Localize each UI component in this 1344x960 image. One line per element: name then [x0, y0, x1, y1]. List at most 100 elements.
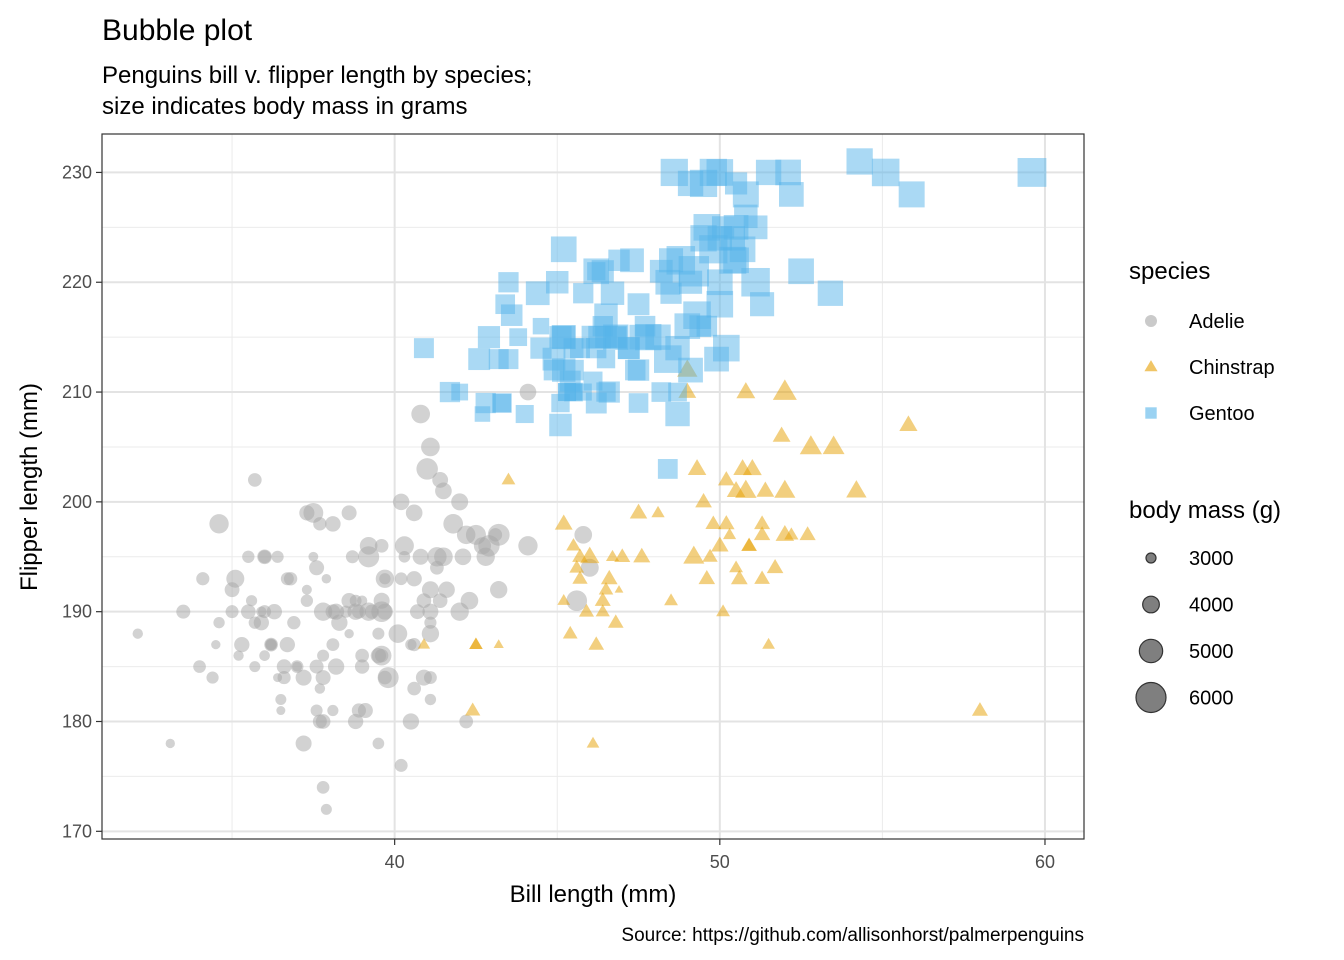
adelie-point [206, 671, 219, 684]
chinstrap-point [705, 515, 722, 530]
adelie-point [248, 616, 261, 629]
chinstrap-point [717, 471, 735, 486]
species-legend: species Adelie Chinstrap Gentoo [1129, 258, 1275, 425]
adelie-point [265, 639, 277, 651]
chinstrap-point [578, 603, 595, 617]
gentoo-point [474, 406, 491, 422]
chinstrap-point [822, 435, 845, 455]
series-gentoo [413, 148, 1047, 479]
adelie-point [574, 525, 593, 544]
size-legend-label: 5000 [1189, 641, 1234, 663]
adelie-point [459, 714, 474, 729]
adelie-point [266, 604, 283, 620]
species-legend-title: species [1129, 258, 1210, 285]
gentoo-point [586, 338, 607, 359]
adelie-point [354, 659, 370, 674]
chinstrap-point [588, 636, 605, 650]
gentoo-point [817, 280, 844, 306]
adelie-point [176, 604, 191, 619]
gentoo-point [689, 315, 712, 338]
gentoo-point [724, 172, 748, 195]
adelie-point [327, 704, 339, 717]
adelie-point [580, 558, 599, 577]
chinstrap-point [772, 379, 797, 400]
gentoo-point [549, 413, 572, 437]
size-legend-key [1142, 595, 1160, 614]
adelie-point [378, 670, 392, 685]
gentoo-point [677, 170, 704, 197]
adelie-point [279, 636, 296, 653]
adelie-point [308, 551, 319, 562]
adelie-point [373, 592, 390, 609]
chinstrap-point [730, 569, 748, 585]
gentoo-point [495, 294, 516, 315]
adelie-point [421, 624, 440, 643]
chinstrap-point [605, 549, 620, 562]
gentoo-point [439, 381, 461, 403]
adelie-point [372, 627, 385, 640]
chinstrap-point [557, 593, 571, 605]
adelie-point [374, 538, 389, 553]
size-legend-key [1138, 638, 1164, 664]
gentoo-point [666, 246, 696, 275]
adelie-point [321, 573, 332, 584]
adelie-point [438, 581, 455, 598]
adelie-point [290, 660, 304, 673]
adelie-point [328, 603, 345, 620]
adelie-point [165, 738, 175, 749]
adelie-point [518, 536, 538, 556]
adelie-point [359, 602, 378, 621]
chinstrap-point [846, 480, 867, 498]
gentoo-point [545, 271, 569, 294]
adelie-point [225, 605, 239, 619]
gentoo-point [788, 258, 814, 285]
gentoo-point [525, 281, 550, 306]
chinstrap-point [971, 702, 988, 716]
legend-label-gentoo: Gentoo [1189, 403, 1255, 425]
chinstrap-point [598, 582, 614, 595]
x-axis-ticks: 40 50 60 [385, 839, 1055, 872]
chinstrap-point [772, 426, 791, 442]
y-tick-label: 220 [62, 272, 92, 292]
adelie-point [519, 383, 537, 401]
adelie-point [411, 404, 430, 424]
adelie-point [247, 473, 262, 487]
adelie-point [249, 661, 261, 673]
chinstrap-point [741, 537, 758, 551]
adelie-point [424, 693, 437, 706]
adelie-point [257, 549, 272, 565]
gentoo-point [645, 324, 671, 350]
adelie-point [327, 658, 345, 675]
gentoo-point [1017, 158, 1047, 187]
adelie-point [234, 636, 250, 653]
gentoo-point [779, 182, 804, 207]
adelie-point [295, 735, 312, 752]
y-axis-label: Flipper length (mm) [16, 383, 43, 591]
adelie-point [245, 595, 258, 607]
gentoo-point [665, 401, 690, 427]
chinstrap-point [718, 515, 735, 530]
chinstrap-point [799, 526, 816, 541]
adelie-point [356, 595, 368, 606]
chinstrap-point [683, 545, 705, 564]
chinstrap-point [569, 559, 585, 573]
gentoo-point [532, 317, 550, 335]
adelie-point [454, 548, 472, 566]
adelie-point [316, 781, 330, 794]
gentoo-point [678, 270, 703, 294]
adelie-point [256, 606, 267, 617]
chinstrap-point [493, 639, 504, 648]
adelie-point [412, 548, 429, 565]
chinstrap-point [784, 527, 799, 540]
size-legend-title: body mass (g) [1129, 497, 1281, 524]
chinstrap-point [572, 548, 588, 562]
chinstrap-point [600, 569, 618, 585]
y-tick-label: 190 [62, 602, 92, 622]
chinstrap-point [594, 592, 611, 606]
adelie-point [309, 659, 324, 674]
gentoo-point [706, 290, 734, 318]
x-tick-label: 50 [710, 852, 730, 872]
gentoo-point [898, 181, 925, 208]
adelie-point [406, 571, 422, 587]
adelie-point [434, 547, 453, 567]
